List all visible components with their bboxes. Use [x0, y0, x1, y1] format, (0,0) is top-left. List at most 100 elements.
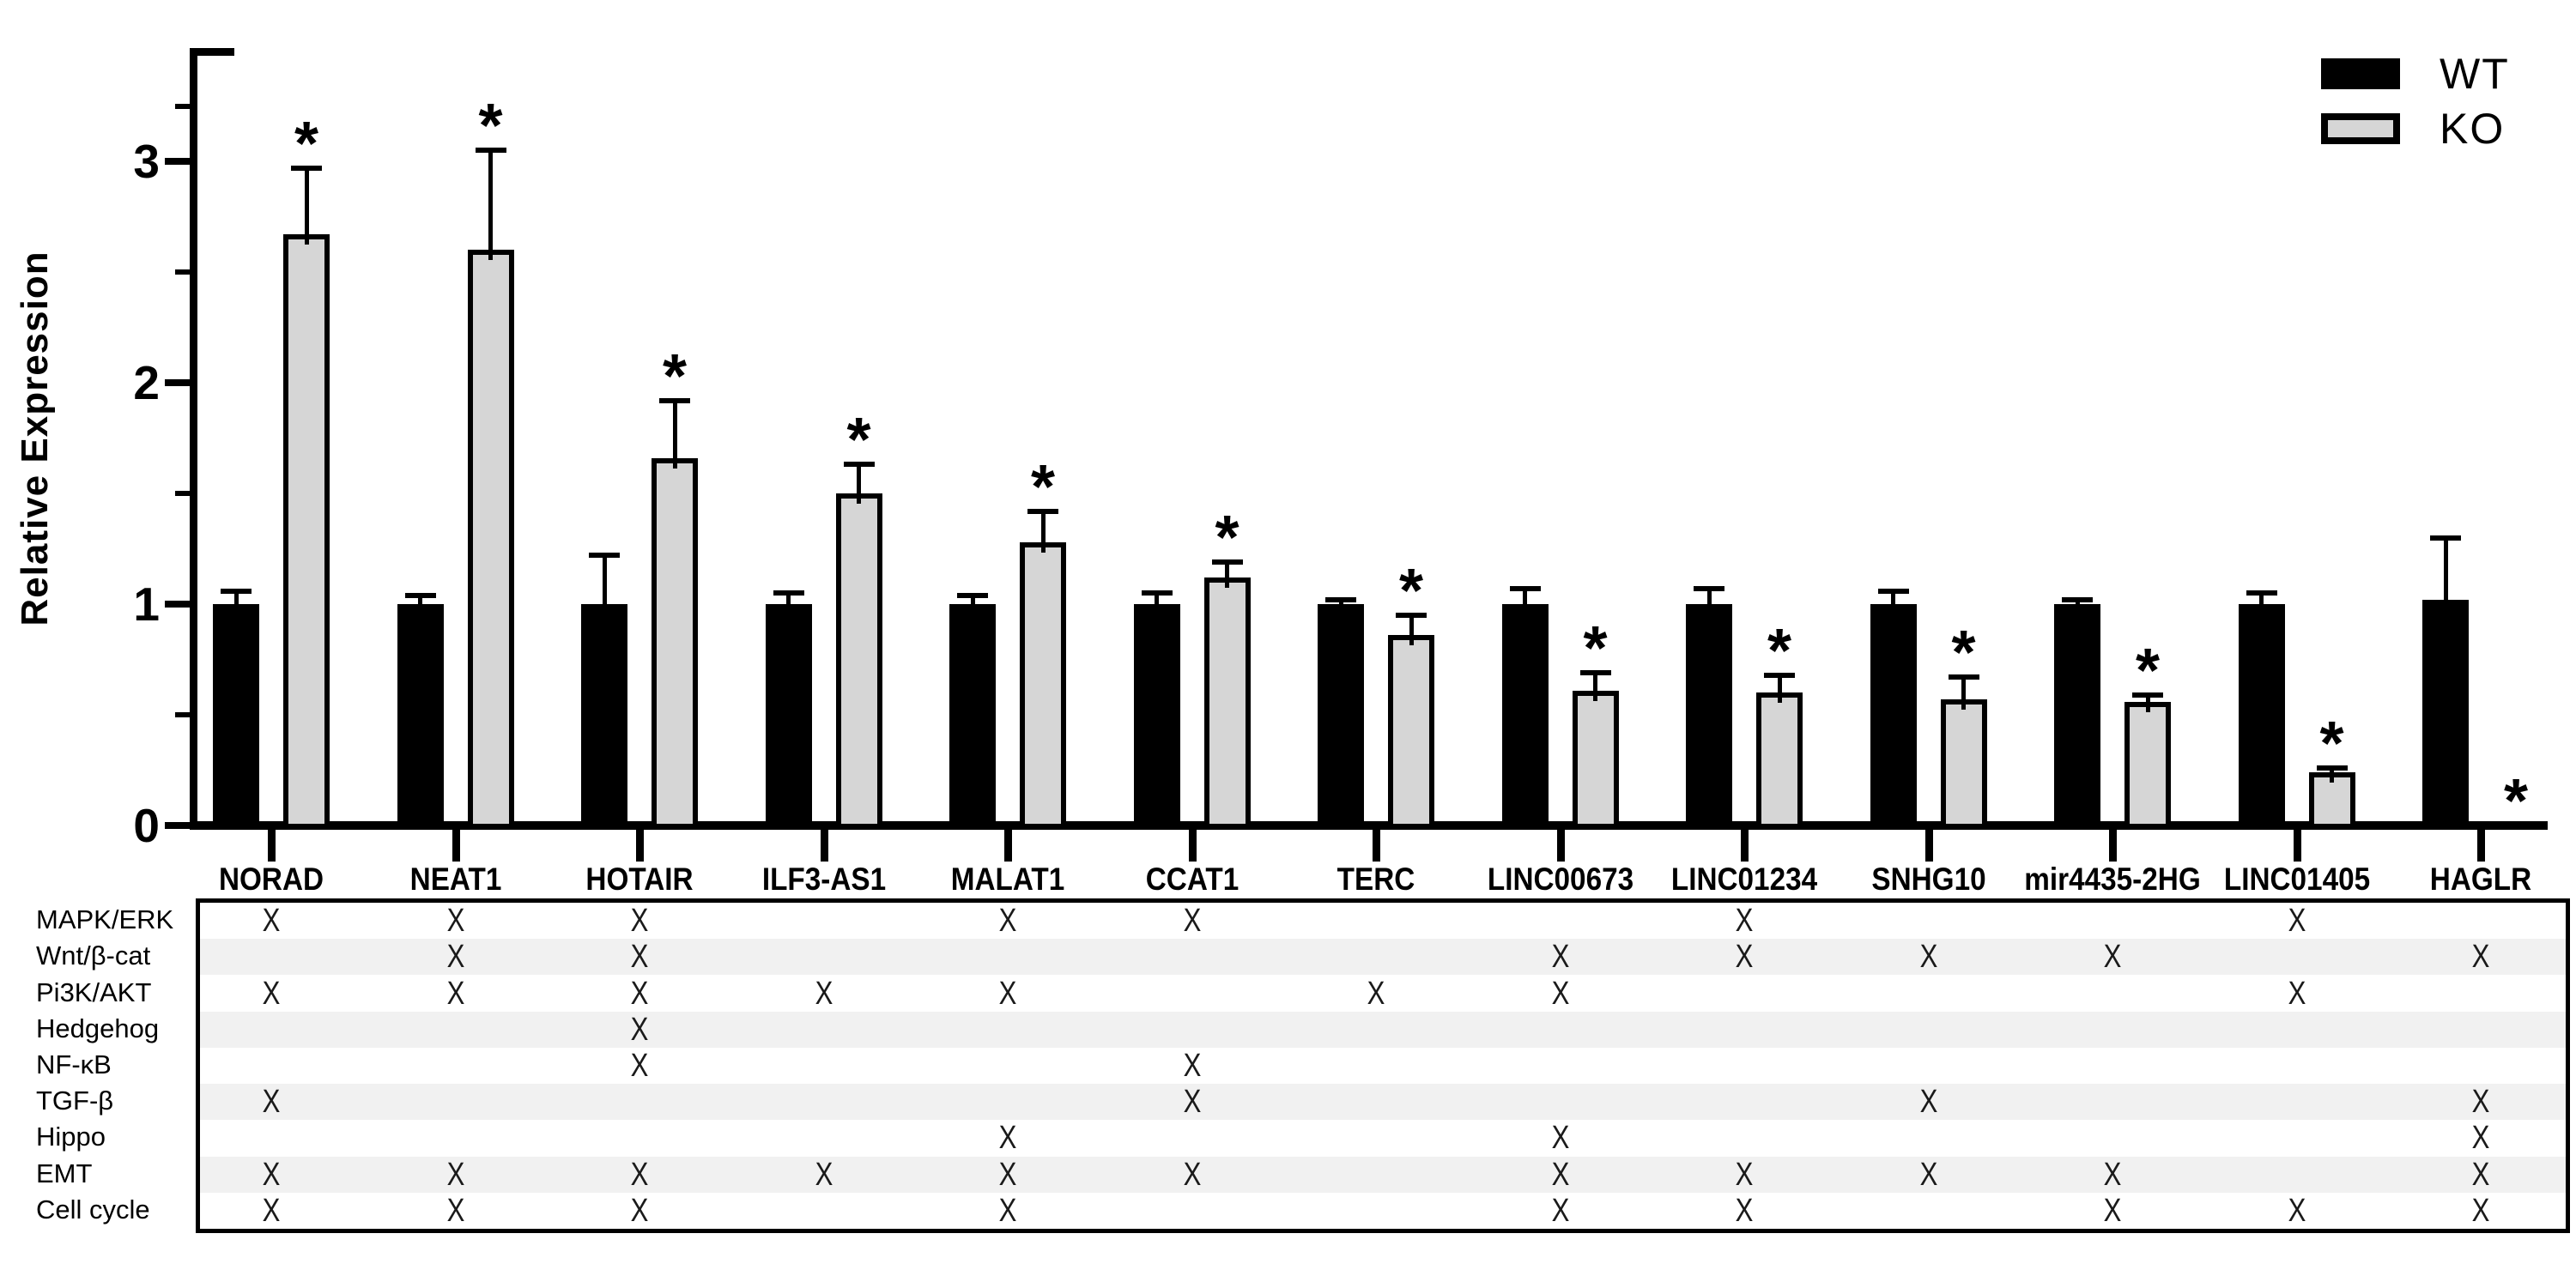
pathway-mark: X: [998, 1192, 1017, 1229]
x-axis-tick: [1556, 825, 1565, 862]
error-bar-cap: [1141, 590, 1173, 596]
legend-label-wt: WT: [2440, 50, 2510, 98]
error-bar-cap: [1325, 596, 1356, 602]
significance-asterisk: *: [662, 342, 688, 411]
wt-bar: [213, 604, 259, 829]
significance-asterisk: *: [846, 406, 871, 475]
wt-bar: [2054, 604, 2100, 829]
error-bar-line: [786, 593, 791, 614]
error-bar-cap: [659, 397, 690, 403]
legend-item-wt: WT: [2321, 50, 2510, 98]
pathway-mark: X: [630, 939, 649, 976]
pathway-mark: X: [262, 1192, 281, 1229]
y-axis-minor-tick: [175, 103, 197, 109]
pathway-row-label: TGF-β: [36, 1085, 114, 1116]
category-label: LINC00673: [1487, 862, 1633, 897]
pathway-mark: X: [630, 975, 649, 1012]
ko-bar: [2124, 701, 2171, 829]
category-label: mir4435-2HG: [2024, 862, 2201, 897]
category-label: SNHG10: [1870, 862, 1986, 897]
y-axis-major-tick: [165, 601, 197, 608]
error-bar-line: [1706, 588, 1712, 614]
pathway-mark: X: [1551, 1192, 1569, 1229]
pathway-mark: X: [1551, 939, 1569, 976]
pathway-row-label: Pi3K/AKT: [36, 977, 152, 1007]
error-bar-cap: [773, 590, 804, 596]
y-axis-tick-label: 2: [133, 356, 160, 409]
significance-asterisk: *: [1951, 619, 1976, 688]
error-bar-cap: [1396, 612, 1427, 618]
y-axis-line: [190, 48, 197, 830]
legend-item-ko: KO: [2321, 105, 2510, 153]
error-bar-line: [1155, 593, 1159, 614]
pathway-mark: X: [446, 903, 464, 940]
error-bar-cap: [1948, 674, 1979, 680]
error-bar-line: [672, 400, 677, 469]
pathway-mark: X: [2471, 1084, 2490, 1121]
error-bar-line: [233, 590, 239, 614]
pathway-mark: X: [630, 903, 649, 940]
error-bar-cap: [589, 553, 620, 559]
pathway-mark: X: [446, 1156, 464, 1193]
error-bar-line: [1040, 511, 1046, 553]
pathway-mark: X: [815, 975, 833, 1012]
error-bar-line: [1338, 599, 1343, 614]
error-bar-line: [1225, 561, 1229, 589]
y-axis-minor-tick: [175, 269, 197, 275]
pathway-mark: X: [1735, 939, 1754, 976]
error-bar-cap: [1694, 585, 1724, 591]
x-axis-line: [190, 821, 2548, 830]
category-label: HAGLR: [2429, 862, 2532, 897]
error-bar-cap: [404, 592, 436, 598]
pathway-mark: X: [630, 1192, 649, 1229]
pathway-mark: X: [998, 1156, 1017, 1193]
pathway-mark: X: [2471, 1192, 2490, 1229]
category-label: LINC01234: [1670, 862, 1818, 897]
pathway-mark: X: [446, 975, 464, 1012]
pathway-mark: X: [1183, 1048, 1201, 1084]
pathway-mark: X: [2288, 1192, 2306, 1229]
significance-asterisk: *: [1398, 556, 1424, 626]
pathway-row-label: EMT: [36, 1158, 93, 1188]
x-axis-tick: [2109, 825, 2117, 862]
pathway-mark: X: [2103, 1156, 2122, 1193]
error-bar-line: [2443, 537, 2448, 610]
wt-bar: [2238, 604, 2285, 829]
x-axis-tick: [268, 825, 276, 862]
ko-bar: [1020, 541, 1066, 829]
y-axis-tick-label: 1: [133, 577, 160, 631]
pathway-mark: X: [630, 1156, 649, 1193]
pathway-mark: X: [1919, 1156, 1937, 1193]
ko-bar: [652, 457, 698, 829]
pathway-mark: X: [2288, 975, 2306, 1012]
error-bar-line: [1891, 590, 1895, 614]
pathway-mark: X: [262, 1156, 281, 1193]
error-bar-line: [1961, 677, 1966, 710]
error-bar-line: [304, 167, 309, 245]
pathway-mark: X: [446, 1192, 464, 1229]
pathway-mark: X: [2471, 1156, 2490, 1193]
y-axis-tick-label: 0: [133, 799, 160, 852]
error-bar-cap: [1579, 669, 1611, 675]
pathway-mark: X: [446, 939, 464, 976]
pathway-mark: X: [2471, 1120, 2490, 1157]
x-axis-tick: [1004, 825, 1012, 862]
y-axis-major-tick: [165, 822, 197, 829]
ko-bar: [1572, 690, 1619, 829]
error-bar-cap: [1509, 585, 1541, 591]
category-label: HOTAIR: [585, 862, 694, 897]
pathway-mark: X: [998, 903, 1017, 940]
pathway-mark: X: [1551, 1156, 1569, 1193]
error-bar-cap: [1027, 508, 1058, 514]
error-bar-line: [1523, 588, 1527, 614]
x-axis-tick: [1741, 825, 1749, 862]
significance-asterisk: *: [1767, 616, 1792, 686]
legend: WT KO: [2321, 50, 2510, 166]
pathway-mark: X: [1735, 1156, 1754, 1193]
error-bar-line: [1777, 674, 1782, 704]
error-bar-line: [1409, 614, 1414, 646]
wt-bar: [1870, 604, 1917, 829]
pathway-row-label: NF-κB: [36, 1049, 112, 1079]
wt-bar: [1686, 604, 1732, 829]
